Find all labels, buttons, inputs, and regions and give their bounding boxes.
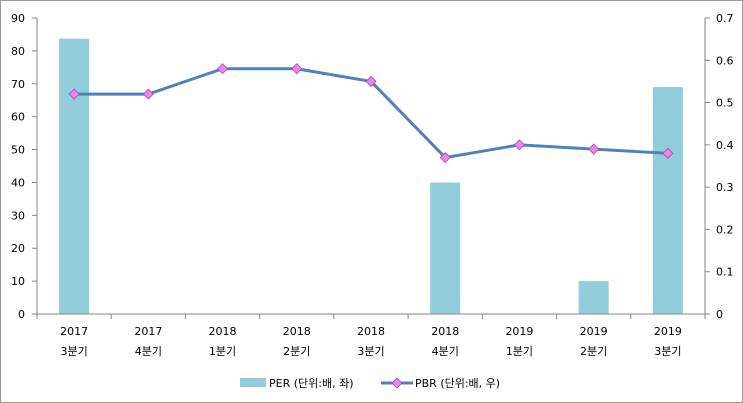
- y-right-tick-label-3: 0.3: [716, 181, 734, 194]
- pbr-marker-1: [68, 88, 80, 100]
- y-left-tick-label-9: 90: [11, 12, 25, 25]
- legend: PER (단위:배, 좌) PBR (단위:배, 우): [240, 377, 500, 390]
- y-left-tick-label-8: 80: [11, 45, 25, 58]
- y-left-tick-label-6: 60: [11, 111, 25, 124]
- y-axis-left: 0 10 20 30 40 50 60 70 80 90: [11, 12, 38, 321]
- y-right-tick-label-7: 0.7: [716, 12, 734, 25]
- y-axis-right: 0 0.1 0.2 0.3 0.4 0.5 0.6 0.7: [704, 12, 734, 321]
- y-right-tick-label-2: 0.2: [716, 223, 734, 236]
- x-tick-quarter-9: 3분기: [654, 345, 681, 358]
- x-tick-quarter-3: 1분기: [209, 345, 236, 358]
- y-left-tick-label-0: 0: [18, 308, 25, 321]
- x-tick-quarter-1: 3분기: [60, 345, 87, 358]
- pbr-marker-2: [142, 88, 154, 100]
- per-bar-8: [578, 281, 609, 314]
- per-bar-6: [430, 182, 461, 314]
- y-left-tick-label-5: 50: [11, 144, 25, 157]
- per-bars: [59, 38, 683, 314]
- y-right-tick-label-6: 0.6: [716, 54, 734, 67]
- pbr-marker-6: [439, 151, 451, 164]
- pbr-marker-8: [588, 143, 600, 155]
- x-tick-year-4: 2018: [283, 325, 311, 338]
- x-tick-year-1: 2017: [60, 325, 88, 338]
- pbr-marker-9: [662, 147, 674, 159]
- x-tick-quarter-4: 2분기: [283, 345, 310, 358]
- pbr-marker-3: [216, 63, 229, 75]
- y-right-tick-label-0: 0: [716, 308, 723, 321]
- y-left-tick-label-4: 40: [11, 176, 25, 189]
- legend-per-label: PER (단위:배, 좌): [269, 377, 354, 390]
- pbr-marker-5: [365, 75, 377, 87]
- per-bar-1: [59, 38, 90, 314]
- y-left-tick-label-7: 70: [11, 78, 25, 91]
- x-tick-quarter-5: 3분기: [357, 345, 384, 358]
- x-tick-quarter-7: 1분기: [506, 345, 533, 358]
- x-tick-year-2: 2017: [134, 325, 162, 338]
- y-right-tick-label-1: 0.1: [716, 266, 734, 279]
- pbr-marker-7: [513, 139, 526, 151]
- x-tick-year-6: 2018: [431, 325, 459, 338]
- x-tick-year-5: 2018: [357, 325, 385, 338]
- legend-per-swatch: [240, 378, 266, 387]
- y-right-tick-label-5: 0.5: [716, 97, 734, 110]
- x-tick-year-3: 2018: [209, 325, 237, 338]
- legend-pbr-marker: [391, 377, 403, 389]
- y-left-tick-label-3: 30: [11, 209, 25, 222]
- x-axis: 2017 3분기 2017 4분기 2018 1분기 2018 2분기 2018 3분기 2018 4…: [36, 313, 706, 358]
- x-tick-year-7: 2019: [505, 325, 533, 338]
- y-left-tick-label-2: 20: [11, 242, 25, 255]
- x-tick-quarter-8: 2분기: [580, 345, 607, 358]
- pbr-marker-4: [291, 63, 303, 75]
- per-bar-9: [652, 87, 683, 314]
- x-tick-quarter-2: 4분기: [135, 345, 162, 358]
- y-left-tick-label-1: 10: [11, 275, 25, 288]
- x-tick-year-9: 2019: [654, 325, 682, 338]
- x-tick-year-8: 2019: [580, 325, 608, 338]
- y-right-tick-label-4: 0.4: [716, 139, 734, 152]
- x-tick-quarter-6: 4분기: [432, 345, 459, 358]
- pbr-line: [68, 63, 674, 164]
- legend-pbr-label: PBR (단위:배, 우): [415, 377, 500, 390]
